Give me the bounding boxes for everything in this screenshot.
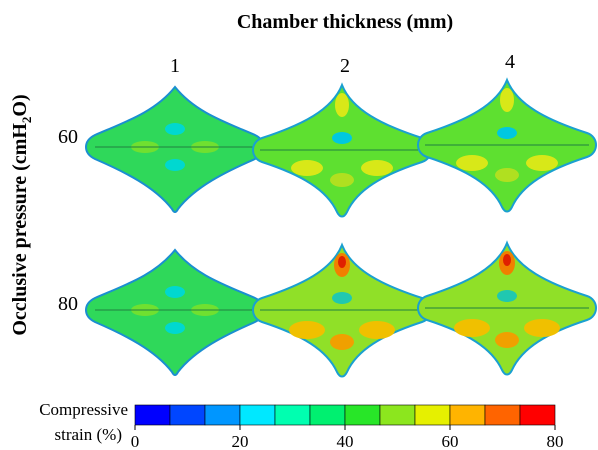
- column-label: 1: [170, 55, 180, 77]
- row-axis-tail: O): [9, 94, 31, 116]
- colorbar-tick-label: 60: [442, 432, 459, 450]
- colorbar-segment: [414, 404, 451, 426]
- colorbar-segment: [134, 404, 171, 426]
- colorbar: 0 20 40 60 80: [131, 404, 564, 450]
- colorbar-tick-label: 40: [337, 432, 354, 450]
- colorbar-tick-label: 0: [131, 432, 140, 450]
- column-label: 2: [340, 55, 350, 77]
- row-axis-subscript: 2: [19, 117, 34, 124]
- column-label: 4: [505, 51, 515, 73]
- strain-map: [86, 87, 264, 212]
- colorbar-segment: [204, 404, 241, 426]
- row-label: 80: [58, 293, 78, 315]
- colorbar-segment: [309, 404, 346, 426]
- colorbar-segment: [169, 404, 206, 426]
- strain-map: [253, 85, 431, 217]
- colorbar-segment: [239, 404, 276, 426]
- colorbar-tick-label: 80: [547, 432, 564, 450]
- title: Chamber thickness (mm): [237, 11, 453, 33]
- strain-map: [86, 250, 264, 375]
- row-axis-label: Occlusive pressure (cmH2O): [9, 94, 34, 335]
- colorbar-label: Compressive: [39, 400, 128, 419]
- colorbar-tick-label: 20: [232, 432, 249, 450]
- colorbar-segment: [519, 404, 556, 426]
- colorbar-segment: [274, 404, 311, 426]
- colorbar-label: strain (%): [54, 425, 122, 444]
- colorbar-segment: [344, 404, 381, 426]
- row-label: 60: [58, 126, 78, 148]
- row-axis-text: Occlusive pressure (cmH: [9, 123, 31, 336]
- strain-map: [253, 245, 431, 377]
- colorbar-segment: [484, 404, 521, 426]
- colorbar-segment: [379, 404, 416, 426]
- strain-map: [418, 80, 596, 212]
- strain-map: [418, 243, 596, 375]
- colorbar-segment: [449, 404, 486, 426]
